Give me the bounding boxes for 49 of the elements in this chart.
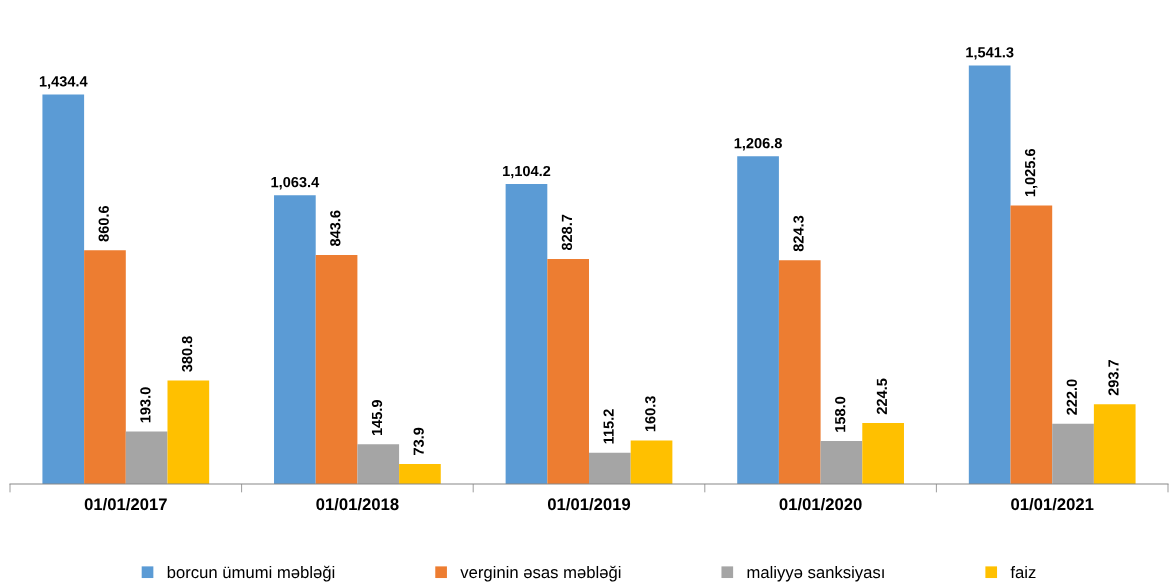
x-tick-label: 01/01/2020 bbox=[779, 497, 862, 511]
bar bbox=[315, 254, 358, 484]
bar bbox=[167, 380, 210, 484]
bar bbox=[399, 463, 441, 484]
bar bbox=[968, 65, 1011, 484]
data-label: 824.3 bbox=[793, 215, 804, 252]
bar bbox=[547, 258, 589, 484]
legend-label: verginin əsas məbləği bbox=[460, 565, 621, 582]
bar bbox=[820, 441, 863, 484]
data-label: 1,434.4 bbox=[39, 76, 88, 89]
data-label: 193.0 bbox=[140, 387, 151, 423]
x-tick-label: 01/01/2019 bbox=[547, 497, 631, 511]
data-label: 1,541.3 bbox=[966, 47, 1014, 60]
bar bbox=[1093, 404, 1136, 484]
data-label: 1,206.8 bbox=[734, 138, 782, 151]
bar bbox=[737, 156, 779, 484]
data-label: 145.9 bbox=[371, 400, 383, 436]
data-label: 1,025.6 bbox=[1024, 148, 1038, 197]
bar bbox=[630, 440, 673, 484]
bar bbox=[778, 260, 821, 484]
legend-label: borcun ümumi məbləği bbox=[167, 565, 335, 582]
bar bbox=[862, 423, 904, 484]
x-tick-label: 01/01/2018 bbox=[316, 497, 399, 511]
data-label: 843.6 bbox=[330, 210, 341, 247]
data-label: 860.6 bbox=[98, 205, 109, 242]
data-label: 73.9 bbox=[413, 427, 424, 455]
data-label: 160.3 bbox=[645, 396, 656, 432]
bar bbox=[84, 250, 126, 484]
bar bbox=[274, 195, 316, 484]
legend-label: maliyyə sanksiyası bbox=[747, 565, 884, 582]
data-label: 224.5 bbox=[876, 378, 888, 415]
data-label: 828.7 bbox=[561, 214, 573, 251]
data-label: 222.0 bbox=[1066, 379, 1077, 415]
bar bbox=[1052, 423, 1094, 484]
data-label: 158.0 bbox=[835, 396, 846, 432]
bar bbox=[357, 444, 400, 484]
legend-label: faiz bbox=[1010, 565, 1036, 579]
data-label: 1,063.4 bbox=[271, 176, 320, 190]
data-label: 380.8 bbox=[181, 336, 193, 372]
bar bbox=[1010, 205, 1053, 484]
bar bbox=[42, 94, 85, 484]
x-tick-label: 01/01/2021 bbox=[1011, 497, 1094, 511]
data-label: 293.7 bbox=[1108, 360, 1119, 396]
bar bbox=[125, 431, 168, 484]
data-label: 1,104.2 bbox=[503, 165, 551, 179]
bar bbox=[589, 452, 631, 484]
bar bbox=[505, 184, 548, 484]
x-tick-label: 01/01/2017 bbox=[84, 497, 167, 511]
data-label: 115.2 bbox=[603, 409, 614, 444]
